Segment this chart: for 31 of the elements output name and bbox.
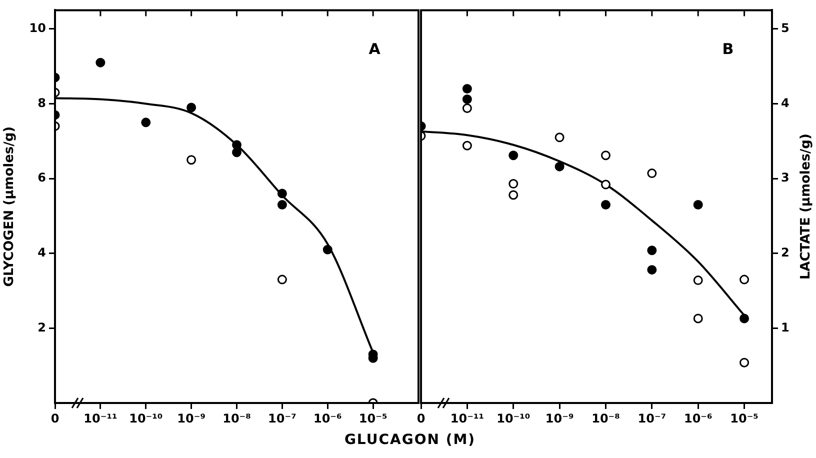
y2-tick-label: 3	[781, 170, 790, 185]
x-axis-title: GLUCAGON (M)	[344, 432, 476, 448]
x-tick-label: 10⁻¹¹	[450, 411, 484, 426]
y-axis-title: GLYCOGEN (μmoles/g)	[2, 126, 18, 287]
x-tick-label: 10⁻⁵	[730, 411, 758, 426]
y2-axis-title: LACTATE (μmoles/g)	[798, 134, 814, 280]
x-tick-label: 10⁻¹⁰	[496, 411, 530, 426]
y-tick-label: 10	[29, 21, 46, 36]
x-tick-label: 10⁻⁸	[592, 411, 620, 426]
x-tick-label: 10⁻⁶	[684, 411, 712, 426]
annotation: B	[722, 40, 734, 58]
x-tick-label: 10⁻⁷	[268, 411, 296, 426]
y2-tick-label: 2	[781, 245, 790, 260]
x-tick-label: 0	[50, 411, 60, 426]
x-tick-label: 10⁻⁸	[222, 411, 251, 426]
x-tick-label: 10⁻⁵	[358, 411, 388, 426]
y-tick-label: 6	[38, 170, 46, 185]
x-tick-label: 10⁻⁹	[545, 411, 574, 426]
y-tick-label: 2	[38, 320, 46, 334]
x-tick-label: 10⁻⁷	[638, 411, 666, 426]
y2-tick-label: 5	[781, 21, 790, 36]
y2-tick-label: 1	[781, 320, 790, 334]
x-tick-label: 10⁻¹⁰	[129, 411, 163, 426]
x-tick-label: 10⁻¹¹	[84, 411, 118, 426]
y-tick-label: 8	[38, 96, 46, 110]
x-tick-label: 10⁻⁶	[313, 411, 342, 426]
annotation: A	[368, 40, 381, 58]
x-tick-label: 10⁻⁹	[177, 411, 206, 426]
y-tick-label: 4	[38, 245, 46, 260]
x-tick-label: 0	[416, 411, 426, 426]
y2-tick-label: 4	[781, 96, 790, 110]
